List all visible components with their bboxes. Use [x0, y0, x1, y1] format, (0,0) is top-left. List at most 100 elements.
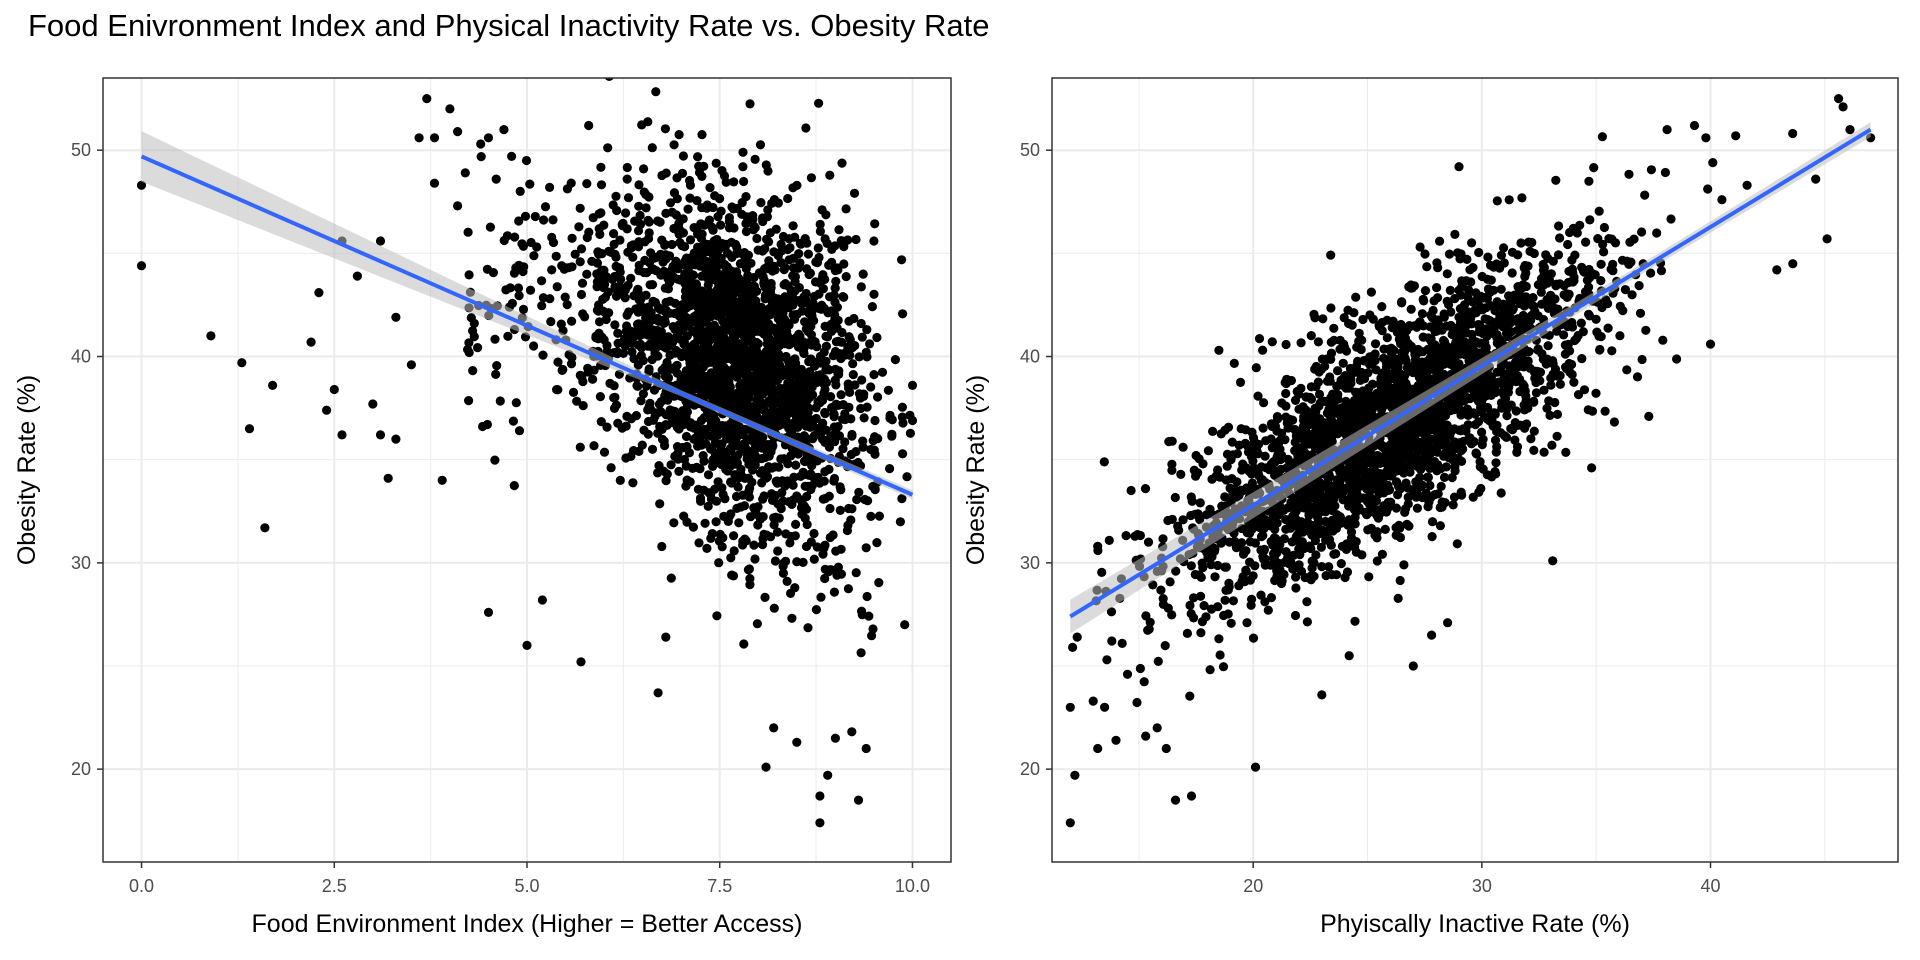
data-point: [1314, 389, 1325, 399]
data-point: [834, 225, 844, 235]
data-point: [1189, 593, 1199, 603]
data-point: [1291, 572, 1301, 582]
data-point: [1371, 365, 1381, 375]
data-point: [525, 179, 535, 189]
data-point: [799, 408, 809, 418]
data-point: [740, 439, 750, 449]
data-point: [1312, 498, 1322, 509]
data-point: [718, 304, 728, 314]
data-point: [1539, 447, 1549, 457]
data-point: [818, 284, 829, 294]
data-point: [877, 367, 888, 377]
data-point: [1567, 317, 1577, 328]
data-point: [1444, 249, 1455, 259]
data-point: [857, 375, 867, 385]
data-point: [1362, 448, 1372, 459]
data-point: [669, 518, 679, 528]
x-tick-label: 10.0: [895, 876, 930, 896]
data-point: [1276, 578, 1287, 589]
data-point: [1445, 285, 1455, 295]
data-point: [865, 339, 875, 349]
data-point: [729, 546, 739, 556]
data-point: [856, 282, 866, 292]
data-point: [718, 533, 728, 543]
data-point: [1497, 403, 1507, 413]
data-point: [870, 415, 880, 426]
data-point: [1401, 478, 1411, 488]
data-point: [711, 517, 721, 527]
data-point: [511, 398, 521, 408]
data-point: [576, 657, 586, 667]
data-point: [1185, 691, 1195, 701]
data-point: [1291, 532, 1301, 542]
data-point: [1158, 534, 1168, 544]
data-point: [1393, 356, 1403, 366]
data-point: [678, 420, 689, 430]
data-point: [1429, 296, 1439, 306]
data-point: [1186, 510, 1196, 521]
data-point: [806, 173, 817, 183]
data-point: [756, 321, 766, 331]
data-point: [808, 421, 818, 431]
data-point: [1107, 636, 1117, 646]
data-point: [697, 286, 707, 296]
data-point: [1615, 331, 1625, 341]
data-point: [703, 470, 714, 480]
data-point: [491, 174, 501, 184]
data-point: [1544, 396, 1554, 406]
data-point: [636, 396, 646, 406]
data-point: [707, 529, 717, 539]
data-point: [1358, 314, 1368, 325]
data-point: [260, 523, 270, 533]
data-point: [1632, 372, 1643, 382]
data-point: [704, 215, 715, 225]
data-point: [747, 290, 757, 300]
data-point: [830, 283, 840, 293]
data-point: [688, 270, 699, 280]
data-point: [762, 234, 772, 244]
data-point: [1363, 525, 1373, 535]
data-point: [483, 607, 494, 618]
data-point: [1432, 283, 1442, 293]
data-point: [789, 472, 799, 482]
data-point: [659, 466, 669, 476]
data-point: [1529, 445, 1539, 455]
data-point: [1287, 560, 1297, 570]
data-point: [1254, 334, 1265, 344]
data-point: [853, 795, 864, 805]
data-point: [696, 219, 706, 229]
data-point: [830, 346, 841, 357]
data-point: [478, 421, 488, 432]
data-point: [1456, 330, 1466, 340]
data-point: [1333, 406, 1343, 416]
data-point: [678, 442, 688, 453]
data-point: [697, 252, 707, 262]
data-point: [1475, 457, 1485, 467]
data-point: [1471, 295, 1482, 306]
data-point: [1259, 514, 1269, 525]
data-point: [724, 511, 735, 521]
data-point: [699, 485, 709, 495]
data-point: [584, 120, 594, 131]
data-point: [821, 210, 831, 220]
data-point: [1511, 406, 1521, 416]
data-point: [1246, 600, 1256, 610]
data-point: [1229, 358, 1239, 368]
data-point: [1375, 379, 1385, 389]
data-point: [1324, 535, 1335, 545]
data-point: [1555, 233, 1565, 243]
data-point: [757, 443, 767, 453]
data-point: [1376, 387, 1386, 397]
data-point: [769, 385, 779, 395]
data-point: [839, 292, 849, 302]
data-point: [560, 292, 570, 302]
data-point: [1579, 267, 1589, 277]
data-point: [1436, 481, 1446, 491]
data-point: [1322, 491, 1332, 501]
data-point: [1281, 401, 1291, 411]
data-point: [788, 480, 798, 490]
data-point: [1206, 560, 1216, 570]
data-point: [628, 252, 638, 262]
data-point: [732, 503, 742, 513]
data-point: [715, 325, 726, 335]
